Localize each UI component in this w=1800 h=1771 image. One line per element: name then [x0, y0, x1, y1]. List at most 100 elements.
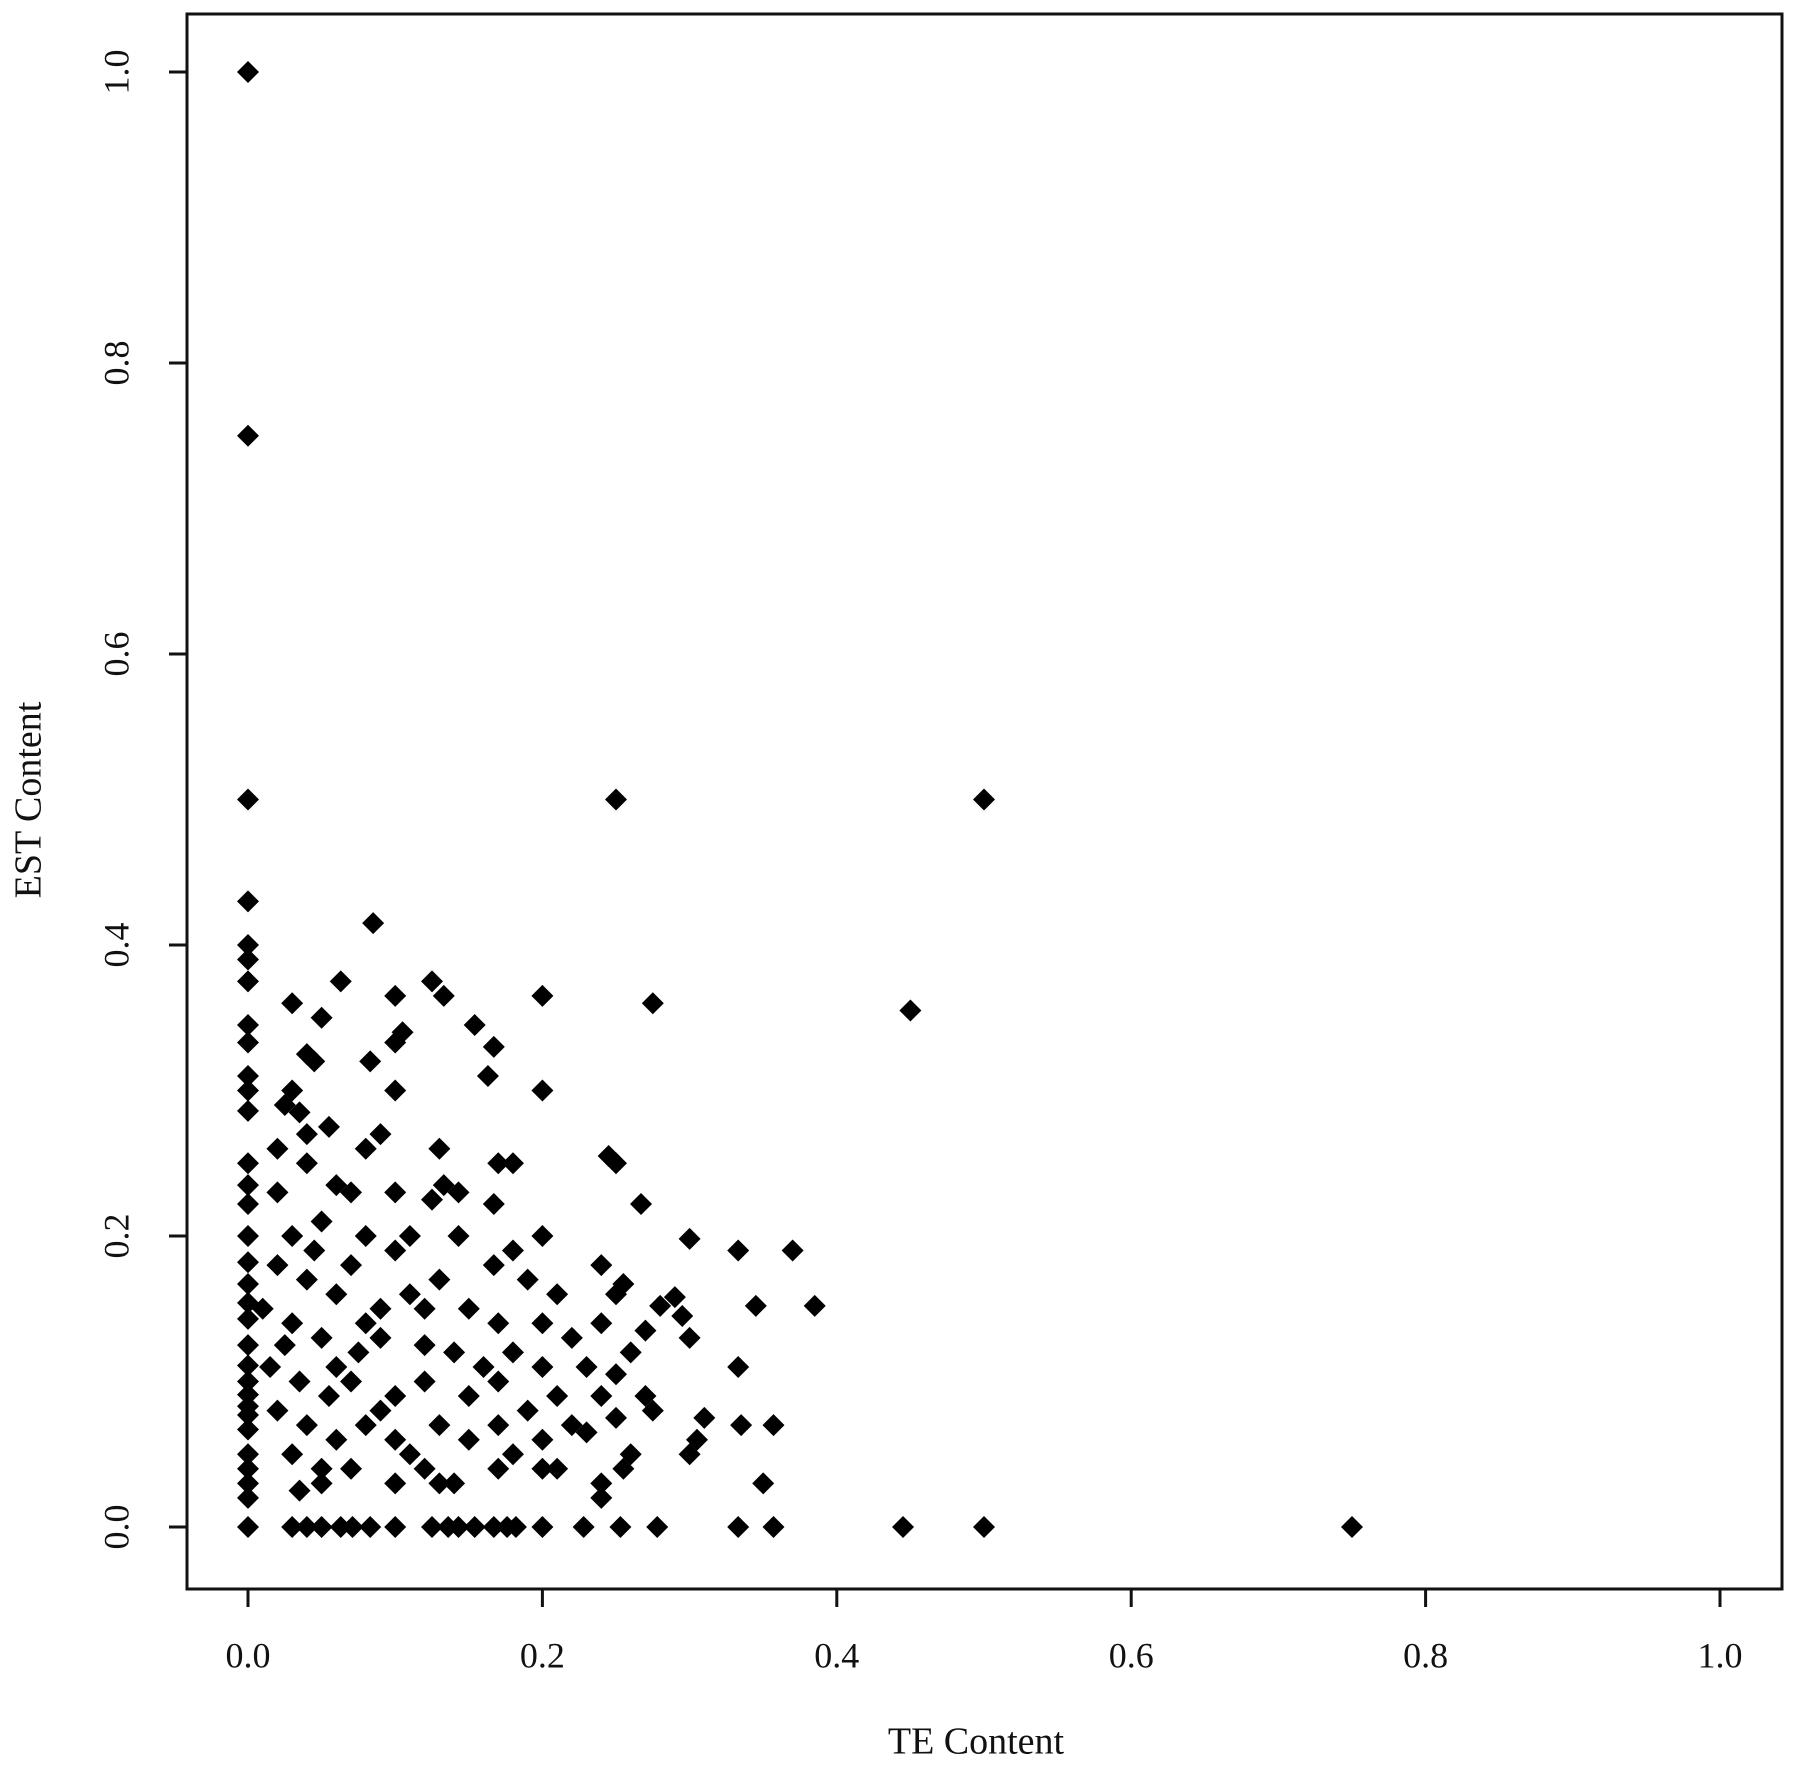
point — [237, 934, 259, 956]
point — [237, 948, 259, 971]
x-tick-label: 0.0 — [226, 1635, 271, 1675]
point — [482, 1035, 505, 1058]
point — [237, 1418, 259, 1441]
point — [447, 1181, 470, 1204]
point — [973, 788, 995, 811]
point — [310, 1326, 333, 1349]
point — [341, 1516, 364, 1538]
point — [310, 1210, 333, 1233]
point — [369, 1326, 392, 1349]
y-tick-label: 0.4 — [96, 923, 136, 968]
point — [531, 1457, 554, 1480]
point — [590, 1385, 613, 1408]
x-tick-label: 0.2 — [520, 1635, 565, 1675]
point — [266, 1254, 289, 1277]
point — [237, 1403, 259, 1426]
point — [531, 1312, 554, 1335]
x-tick-label: 0.4 — [814, 1635, 859, 1675]
point — [384, 1516, 407, 1538]
point — [781, 1239, 804, 1262]
point — [447, 1225, 470, 1247]
point — [744, 1294, 767, 1317]
point — [457, 1385, 480, 1408]
point — [237, 970, 259, 993]
point — [531, 1428, 554, 1451]
point — [362, 912, 385, 935]
point — [237, 1472, 259, 1495]
point — [752, 1472, 775, 1495]
point — [649, 1294, 672, 1317]
point — [281, 1516, 304, 1538]
point — [463, 1516, 486, 1538]
point — [237, 1064, 259, 1087]
point — [340, 1370, 363, 1393]
point — [590, 1254, 613, 1277]
x-axis-title: TE Content — [888, 1721, 1065, 1763]
point — [472, 1355, 495, 1378]
point — [432, 984, 455, 1007]
point — [325, 1428, 348, 1451]
point — [630, 1192, 653, 1215]
point — [237, 1031, 259, 1054]
point — [281, 1225, 304, 1247]
x-tick-label: 0.8 — [1403, 1635, 1448, 1675]
point — [237, 1014, 259, 1037]
point — [973, 1516, 995, 1538]
point — [369, 1297, 392, 1320]
point — [303, 1050, 326, 1073]
point — [501, 1341, 524, 1364]
point — [531, 1079, 554, 1102]
point — [237, 1334, 259, 1357]
point — [641, 1399, 664, 1422]
point — [428, 1472, 451, 1495]
y-axis-title: EST Content — [8, 701, 50, 898]
point — [237, 1443, 259, 1466]
point — [428, 1414, 451, 1437]
point — [281, 1312, 304, 1335]
point — [398, 1283, 421, 1306]
point — [727, 1355, 750, 1378]
point — [354, 1225, 377, 1247]
point — [340, 1457, 363, 1480]
point — [560, 1326, 583, 1349]
point — [501, 1239, 524, 1262]
point — [605, 1363, 627, 1386]
point — [237, 890, 259, 913]
point — [384, 984, 407, 1007]
point — [899, 999, 922, 1022]
point — [329, 970, 352, 993]
point — [487, 1152, 510, 1175]
point — [421, 970, 443, 993]
point — [288, 1370, 311, 1393]
point — [237, 1457, 259, 1480]
point — [612, 1273, 635, 1296]
point — [892, 1516, 915, 1538]
point — [237, 1307, 259, 1330]
point — [612, 1457, 635, 1480]
point — [237, 1225, 259, 1247]
point — [1341, 1516, 1363, 1538]
point — [237, 1486, 259, 1509]
point — [281, 1443, 304, 1466]
point — [295, 1152, 318, 1175]
point — [237, 61, 259, 83]
point — [237, 1516, 259, 1538]
point — [266, 1181, 289, 1204]
point — [605, 1406, 627, 1429]
point — [678, 1326, 701, 1349]
point — [354, 1137, 377, 1160]
point — [546, 1283, 569, 1306]
point — [310, 1472, 333, 1495]
point — [634, 1319, 657, 1342]
point — [487, 1312, 510, 1335]
point — [504, 1516, 527, 1538]
point — [273, 1334, 296, 1357]
point — [310, 1457, 333, 1480]
point — [237, 1251, 259, 1274]
point — [476, 1064, 499, 1087]
point — [237, 1383, 259, 1406]
point — [354, 1312, 377, 1335]
point — [310, 1006, 333, 1029]
